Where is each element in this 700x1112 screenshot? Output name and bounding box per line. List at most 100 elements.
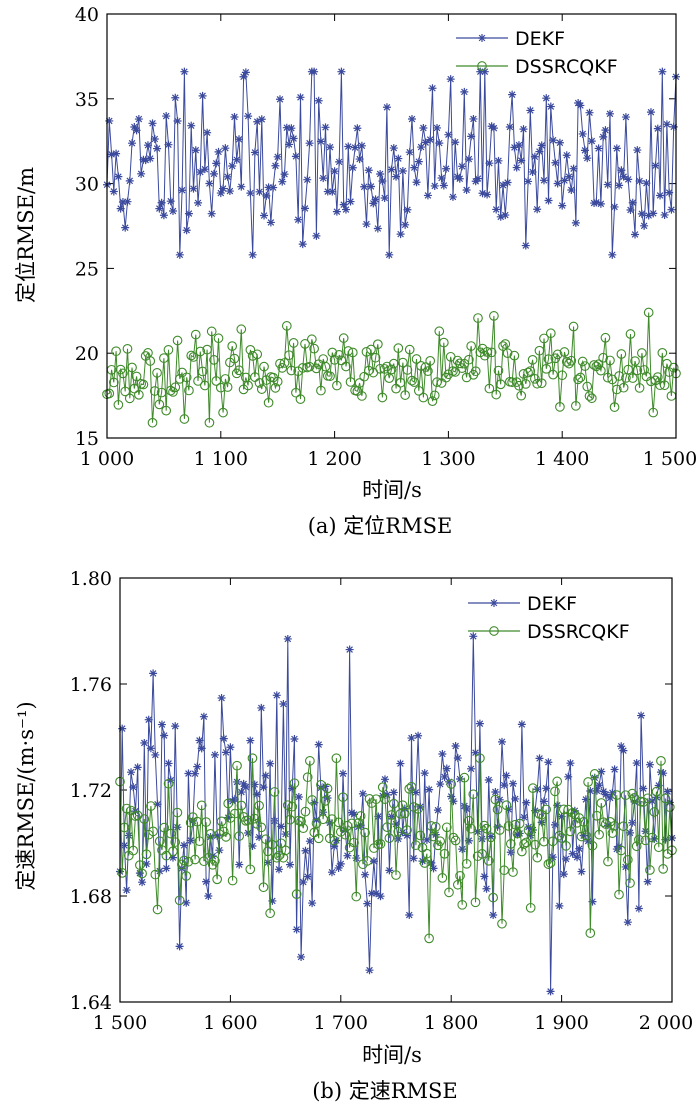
chart-a-point-dssrcqkf — [338, 333, 349, 343]
chart-b-point-dekf — [509, 779, 518, 788]
chart-a-point-dekf — [615, 181, 624, 190]
chart-a-point-dekf — [134, 115, 143, 124]
chart-a-point-dssrcqkf — [204, 417, 215, 428]
chart-b-point-dekf — [146, 744, 155, 753]
chart-a-point-dssrcqkf — [648, 407, 659, 418]
chart-a-xtick-label: 1 500 — [643, 448, 697, 470]
chart-b-point-dekf — [153, 800, 162, 809]
chart-b-point-dssrcqkf — [338, 792, 348, 803]
chart-b-point-dekf — [204, 892, 213, 901]
chart-a-point-dekf — [253, 117, 262, 126]
chart-a-point-dssrcqkf — [580, 361, 590, 371]
chart-b-point-dekf — [197, 744, 206, 753]
chart-a-point-dssrcqkf — [605, 355, 615, 366]
chart-b-point-dekf — [380, 775, 389, 784]
chart-b-point-dekf — [453, 754, 462, 763]
chart-a-point-dssrcqkf — [495, 379, 506, 390]
chart-b-point-dssrcqkf — [243, 815, 253, 826]
chart-a-point-dssrcqkf — [416, 361, 426, 371]
chart-a-point-dekf — [669, 122, 678, 131]
chart-a-point-dekf — [660, 210, 669, 219]
chart-b-point-dekf — [294, 792, 303, 801]
chart-b-point-dssrcqkf — [201, 817, 211, 827]
chart-b-point-dekf — [144, 715, 153, 724]
chart-a-point-dekf — [510, 143, 519, 152]
chart-b-point-dssrcqkf — [514, 818, 525, 829]
chart-a-point-dssrcqkf — [211, 376, 222, 386]
chart-a-point-dssrcqkf — [129, 383, 140, 394]
chart-b-point-dekf — [650, 834, 659, 843]
chart-a-point-dssrcqkf — [108, 377, 119, 388]
chart-a-point-dssrcqkf — [309, 343, 319, 354]
chart-a-point-dekf — [257, 115, 266, 124]
chart-a-point-dssrcqkf — [231, 368, 242, 379]
chart-a-point-dekf — [505, 122, 514, 131]
chart-b-point-dssrcqkf — [490, 794, 501, 805]
chart-b-point-dssrcqkf — [647, 832, 657, 843]
chart-a-point-dekf — [330, 167, 339, 176]
chart-a-point-dekf — [280, 170, 289, 179]
chart-b-point-dssrcqkf — [232, 760, 242, 771]
chart-b-point-dssrcqkf — [439, 848, 450, 859]
chart-a-point-dssrcqkf — [195, 346, 206, 357]
chart-a-point-dekf — [241, 68, 250, 77]
chart-b-point-dssrcqkf — [384, 833, 395, 843]
chart-a-point-dekf — [137, 169, 146, 178]
chart-b-point-dekf — [473, 827, 482, 836]
chart-b-point-dssrcqkf — [227, 875, 238, 886]
chart-b-point-dekf — [303, 872, 312, 881]
chart-b-point-dssrcqkf — [664, 802, 675, 813]
chart-a-point-dekf — [389, 144, 398, 153]
chart-a-point-dekf — [164, 140, 173, 149]
chart-a-point-dekf — [146, 154, 155, 163]
chart-a-ytick-label: 20 — [75, 343, 99, 365]
chart-a-point-dssrcqkf — [252, 349, 263, 360]
chart-a-point-dekf — [617, 166, 626, 175]
chart-b-point-dssrcqkf — [565, 826, 576, 837]
chart-b-point-dekf — [520, 813, 529, 822]
chart-a-point-dekf — [262, 191, 271, 200]
chart-b-point-dekf — [606, 793, 615, 802]
chart-b-point-dssrcqkf — [581, 830, 591, 841]
chart-b-point-dekf — [403, 831, 412, 840]
chart-b-point-dekf — [608, 788, 617, 797]
chart-b-point-dssrcqkf — [137, 868, 147, 879]
chart-a-point-dssrcqkf — [634, 383, 645, 393]
chart-a-point-dssrcqkf — [561, 356, 572, 367]
chart-a-point-dekf — [323, 187, 332, 196]
chart-a-point-dekf — [653, 124, 662, 133]
chart-a-point-dssrcqkf — [229, 353, 240, 364]
chart-a-point-dekf — [203, 128, 212, 137]
chart-b-point-dekf — [575, 844, 584, 853]
chart-a-point-dekf — [278, 177, 287, 186]
chart-b-point-dssrcqkf — [554, 830, 565, 841]
chart-b-point-dssrcqkf — [600, 819, 611, 829]
chart-b-point-dssrcqkf — [444, 887, 454, 898]
chart-a-point-dekf — [353, 124, 362, 133]
chart-a-point-dekf — [414, 157, 423, 166]
chart-b-point-dssrcqkf — [589, 769, 600, 779]
chart-a-point-dekf — [143, 141, 152, 150]
chart-b-point-dssrcqkf — [163, 778, 174, 789]
chart-a-point-dekf — [237, 182, 246, 191]
chart-a-point-dssrcqkf — [297, 363, 308, 373]
chart-b: 定速RMSE/(m·s⁻¹) 1.64 1.68 1.72 1.76 1.80 … — [14, 568, 693, 1103]
chart-a-point-dssrcqkf — [423, 366, 433, 377]
chart-a-point-dekf — [148, 119, 157, 128]
chart-a-point-dekf — [483, 190, 492, 199]
chart-a-point-dekf — [601, 126, 610, 135]
chart-b-point-dssrcqkf — [185, 817, 196, 828]
chart-b-point-dssrcqkf — [236, 800, 247, 811]
chart-a-point-dekf — [544, 196, 553, 205]
chart-a-point-dssrcqkf — [370, 352, 381, 363]
chart-b-point-dssrcqkf — [203, 853, 214, 863]
chart-a-point-dekf — [121, 223, 130, 232]
chart-b-series-dssrcqkf — [115, 753, 677, 944]
chart-b-point-dekf — [352, 854, 361, 863]
chart-b-point-dssrcqkf — [148, 826, 158, 837]
chart-a-point-dekf — [351, 143, 360, 152]
chart-b-point-dssrcqkf — [505, 839, 516, 849]
chart-a-point-dekf — [448, 192, 457, 201]
chart-a-point-dekf — [248, 250, 257, 259]
chart-b-point-dekf — [210, 750, 219, 759]
